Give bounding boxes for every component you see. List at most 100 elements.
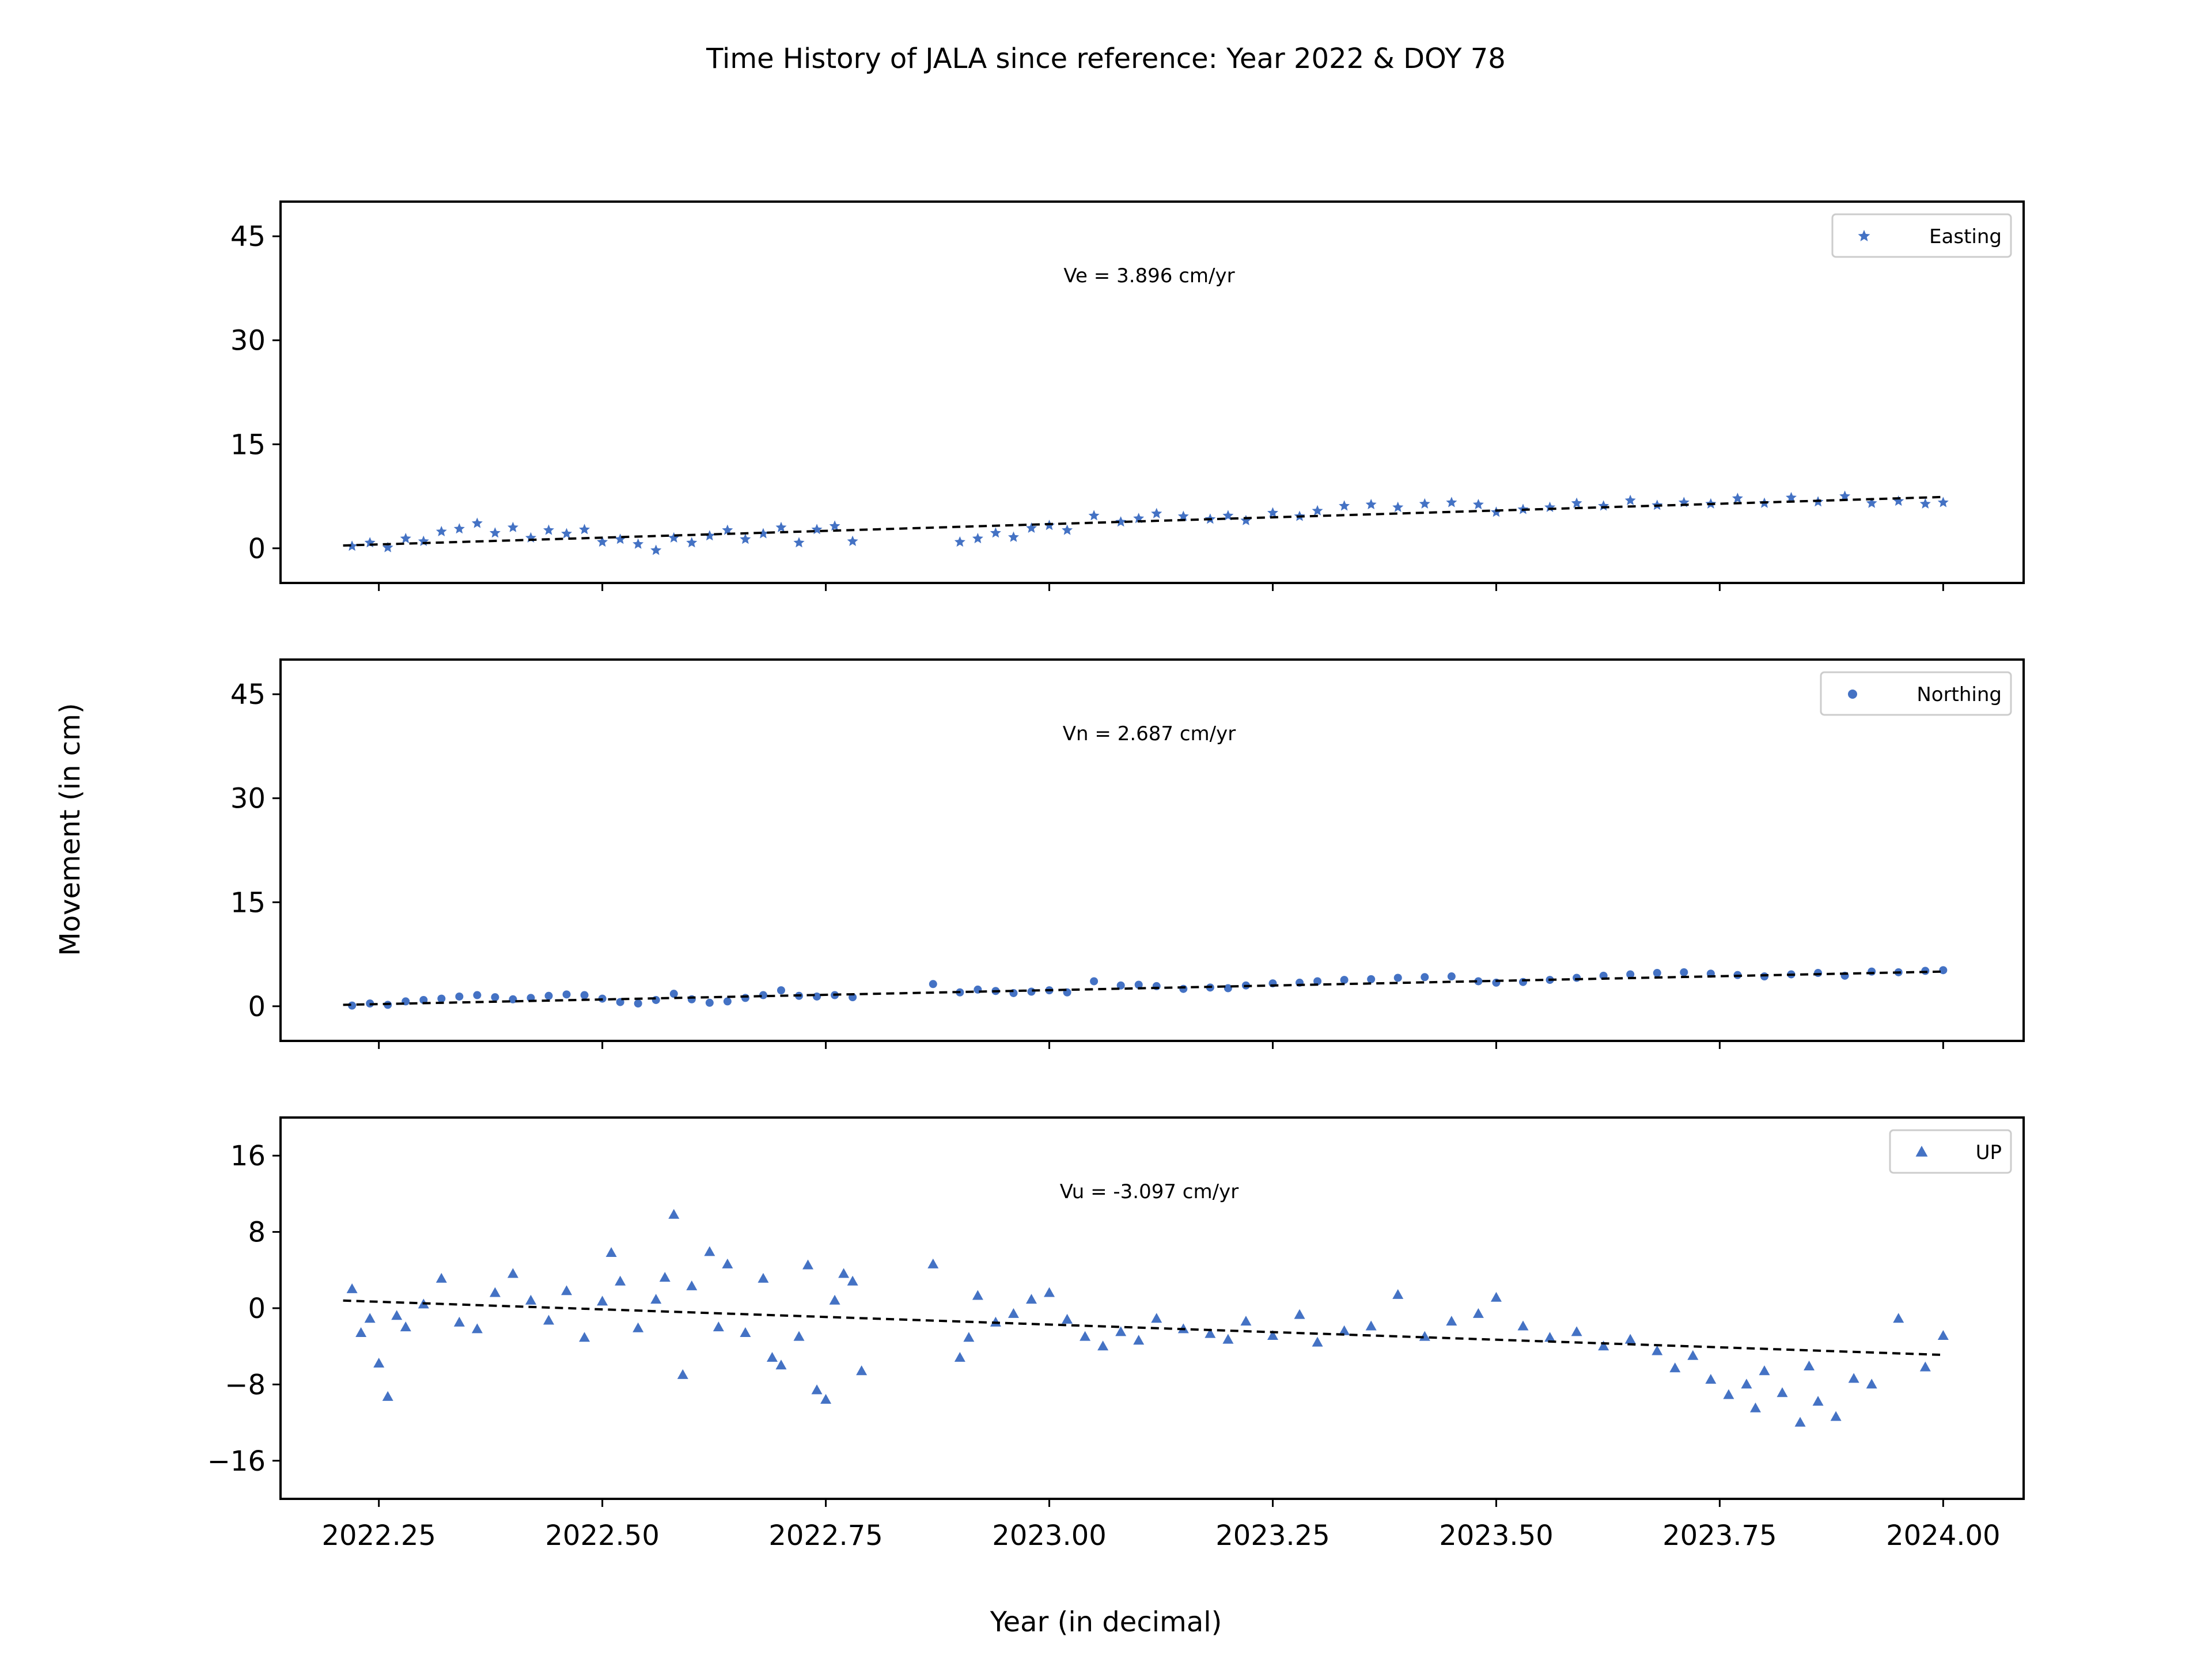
- data-point: [453, 1316, 465, 1327]
- velocity-annotation: Ve = 3.896 cm/yr: [1063, 264, 1234, 287]
- data-point: [1097, 1340, 1109, 1351]
- data-point: [1732, 493, 1743, 503]
- data-point: [1080, 1331, 1091, 1341]
- x-axis-label: Year (in decimal): [990, 1606, 1222, 1638]
- data-point: [597, 1296, 608, 1306]
- x-axis: 2022.25 2022.50 2022.75 2023.00 2023.25 2023.…: [321, 1520, 2000, 1552]
- data-point: [1339, 500, 1350, 511]
- data-point: [348, 1001, 357, 1010]
- data-point: [1419, 1331, 1430, 1341]
- velocity-annotation: Vu = -3.097 cm/yr: [1060, 1180, 1238, 1203]
- trend-line: [343, 970, 1944, 1006]
- data-point: [1544, 1332, 1556, 1342]
- data-point: [1653, 969, 1661, 978]
- data-point: [1294, 1309, 1305, 1319]
- data-point: [507, 1268, 518, 1278]
- data-point: [650, 544, 662, 555]
- data-point: [525, 532, 536, 543]
- data-point: [1919, 498, 1931, 509]
- data-point: [1723, 1389, 1734, 1399]
- data-point: [1446, 1316, 1457, 1326]
- data-point: [1026, 1294, 1037, 1304]
- data-point: [990, 527, 1001, 538]
- plot-frame: [279, 1116, 2025, 1500]
- data-point: [507, 521, 518, 532]
- data-point: [1866, 1378, 1877, 1389]
- data-point: [847, 1275, 858, 1286]
- data-point: [1179, 984, 1188, 993]
- y-tick-label: 15: [230, 429, 266, 461]
- data-point: [1421, 973, 1429, 982]
- data-point: [668, 1209, 680, 1219]
- data-point: [1759, 1365, 1770, 1376]
- data-point: [929, 980, 937, 988]
- data-point: [1571, 1326, 1582, 1336]
- x-tick-label: 2022.75: [768, 1520, 883, 1552]
- data-point: [1868, 967, 1876, 976]
- y-tick-label: 8: [248, 1217, 266, 1249]
- y-tick-label: 30: [230, 783, 266, 815]
- data-point: [1749, 1402, 1761, 1412]
- data-point: [579, 1332, 590, 1342]
- data-point: [856, 1365, 868, 1376]
- data-point: [1866, 497, 1877, 508]
- data-point: [1705, 1374, 1717, 1384]
- y-tick-label: 16: [230, 1140, 266, 1172]
- data-point: [820, 1393, 832, 1404]
- data-point: [346, 540, 358, 551]
- data-point: [1365, 499, 1377, 510]
- data-point: [489, 1287, 501, 1297]
- x-tick-label: 2023.00: [992, 1520, 1107, 1552]
- data-point: [1804, 1360, 1815, 1370]
- data-point: [1026, 522, 1037, 533]
- data-point: [741, 994, 749, 1002]
- data-point: [1814, 969, 1823, 978]
- data-point: [382, 541, 393, 552]
- data-point: [1624, 494, 1636, 505]
- data-point: [686, 537, 698, 548]
- up-panel: 16 8 0 −8 −16 Vu = -3.097 cm/yr UP: [207, 1116, 2025, 1507]
- data-point: [1392, 1289, 1404, 1299]
- data-point: [775, 1359, 787, 1370]
- data-point: [1624, 1334, 1636, 1344]
- data-point: [704, 530, 715, 541]
- trend-line: [343, 1299, 1944, 1357]
- data-point: [1008, 531, 1019, 542]
- data-point: [1687, 1350, 1699, 1360]
- data-point: [1267, 507, 1278, 518]
- data-point: [1848, 1373, 1859, 1383]
- data-point: [1392, 501, 1404, 512]
- data-point: [740, 533, 751, 544]
- data-point: [1830, 1411, 1842, 1421]
- data-point: [346, 1283, 358, 1293]
- data-point: [1937, 497, 1949, 507]
- data-point: [543, 524, 554, 535]
- data-point: [1240, 1316, 1252, 1326]
- data-point: [1393, 974, 1402, 982]
- data-point: [1777, 1387, 1788, 1397]
- data-point: [713, 1321, 724, 1332]
- legend-marker: [1858, 230, 1870, 241]
- data-point: [1446, 497, 1457, 507]
- data-point: [793, 537, 805, 548]
- data-point: [597, 536, 608, 547]
- data-point: [686, 1280, 698, 1290]
- data-point: [1490, 1291, 1502, 1302]
- data-point: [1222, 1334, 1234, 1344]
- data-point: [1151, 507, 1162, 518]
- data-point: [525, 1294, 537, 1305]
- trend-line: [343, 495, 1944, 547]
- data-point: [473, 991, 482, 999]
- data-point: [1939, 966, 1948, 975]
- data-point: [1839, 490, 1851, 501]
- data-point: [1115, 1326, 1127, 1336]
- data-point: [1339, 1325, 1350, 1335]
- data-point: [668, 532, 680, 543]
- y-tick-label: −16: [207, 1445, 266, 1478]
- data-point: [509, 995, 517, 1003]
- data-point: [705, 998, 714, 1007]
- data-point: [766, 1352, 778, 1362]
- data-point: [615, 1275, 626, 1286]
- data-point: [757, 528, 769, 539]
- data-point: [847, 535, 858, 546]
